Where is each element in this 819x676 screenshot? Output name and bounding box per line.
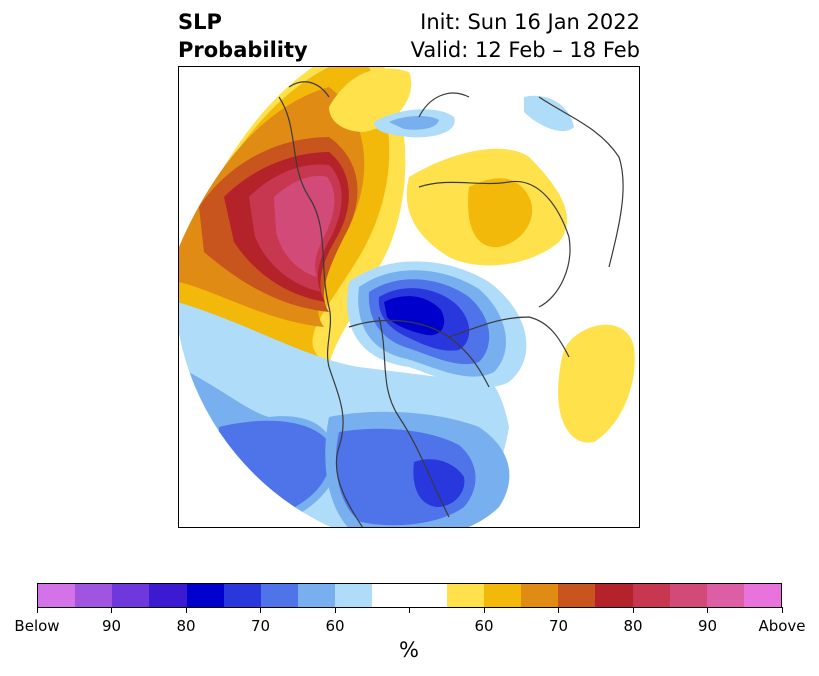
colorbar-swatch — [75, 584, 113, 607]
colorbar-tick-label: Above — [758, 617, 806, 635]
title-variable-type: Probability — [178, 38, 308, 62]
polar-map — [179, 67, 639, 527]
colorbar-swatch — [409, 584, 447, 607]
colorbar-swatch — [335, 584, 373, 607]
colorbar-tick — [185, 607, 187, 613]
colorbar-units: % — [399, 638, 419, 662]
valid-range: Valid: 12 Feb – 18 Feb — [410, 38, 640, 62]
colorbar-swatch — [706, 584, 744, 607]
colorbar-swatch — [223, 584, 261, 607]
colorbar-swatch — [112, 584, 150, 607]
colorbar-tick-label: 70 — [250, 617, 271, 635]
colorbar-swatch — [186, 584, 224, 607]
colorbar-tick — [409, 607, 410, 613]
colorbar — [37, 583, 782, 608]
title-variable: SLP — [178, 10, 222, 34]
colorbar-tick-label: 70 — [548, 617, 569, 635]
map-title: SLP Probability — [178, 8, 308, 64]
colorbar-swatch — [38, 584, 76, 607]
colorbar-tick — [334, 607, 336, 613]
colorbar-swatch — [260, 584, 299, 607]
colorbar-swatch — [298, 584, 336, 607]
colorbar-tick — [111, 607, 112, 613]
colorbar-swatch — [558, 584, 596, 607]
colorbar-swatch — [632, 584, 670, 607]
colorbar-tick-label: Below — [14, 617, 60, 635]
colorbar-swatch — [372, 584, 410, 607]
colorbar-tick — [483, 607, 485, 613]
colorbar-swatch — [743, 584, 782, 607]
coastlines — [278, 81, 624, 527]
colorbar-tick-label: 60 — [325, 617, 345, 635]
colorbar-tick — [707, 607, 708, 613]
map-dates: Init: Sun 16 Jan 2022 Valid: 12 Feb – 18… — [411, 8, 640, 64]
above-anomaly-europe-atlantic — [179, 67, 406, 397]
colorbar-swatch — [521, 584, 559, 607]
colorbar-tick — [260, 607, 261, 613]
colorbar-tick-label: 80 — [176, 617, 196, 635]
colorbar-tick-label: 90 — [697, 617, 718, 635]
init-date: Init: Sun 16 Jan 2022 — [420, 10, 640, 34]
colorbar-tick — [36, 607, 38, 613]
colorbar-tick — [558, 607, 559, 613]
colorbar-tick — [781, 607, 783, 613]
colorbar-tick-label: 90 — [101, 617, 122, 635]
colorbar-swatch — [446, 584, 484, 607]
colorbar-tick — [632, 607, 634, 613]
map-panel — [178, 66, 640, 528]
colorbar-tick-label: 80 — [623, 617, 643, 635]
colorbar-swatch — [595, 584, 633, 607]
below-anomaly-eastern-us — [325, 411, 510, 527]
colorbar-swatch — [149, 584, 187, 607]
colorbar-swatch — [669, 584, 707, 607]
below-anomaly-arctic-siberia — [374, 95, 574, 138]
colorbar-tick-label: 60 — [474, 617, 494, 635]
colorbar-swatch — [483, 584, 522, 607]
above-anomaly-north-pacific — [558, 324, 635, 443]
